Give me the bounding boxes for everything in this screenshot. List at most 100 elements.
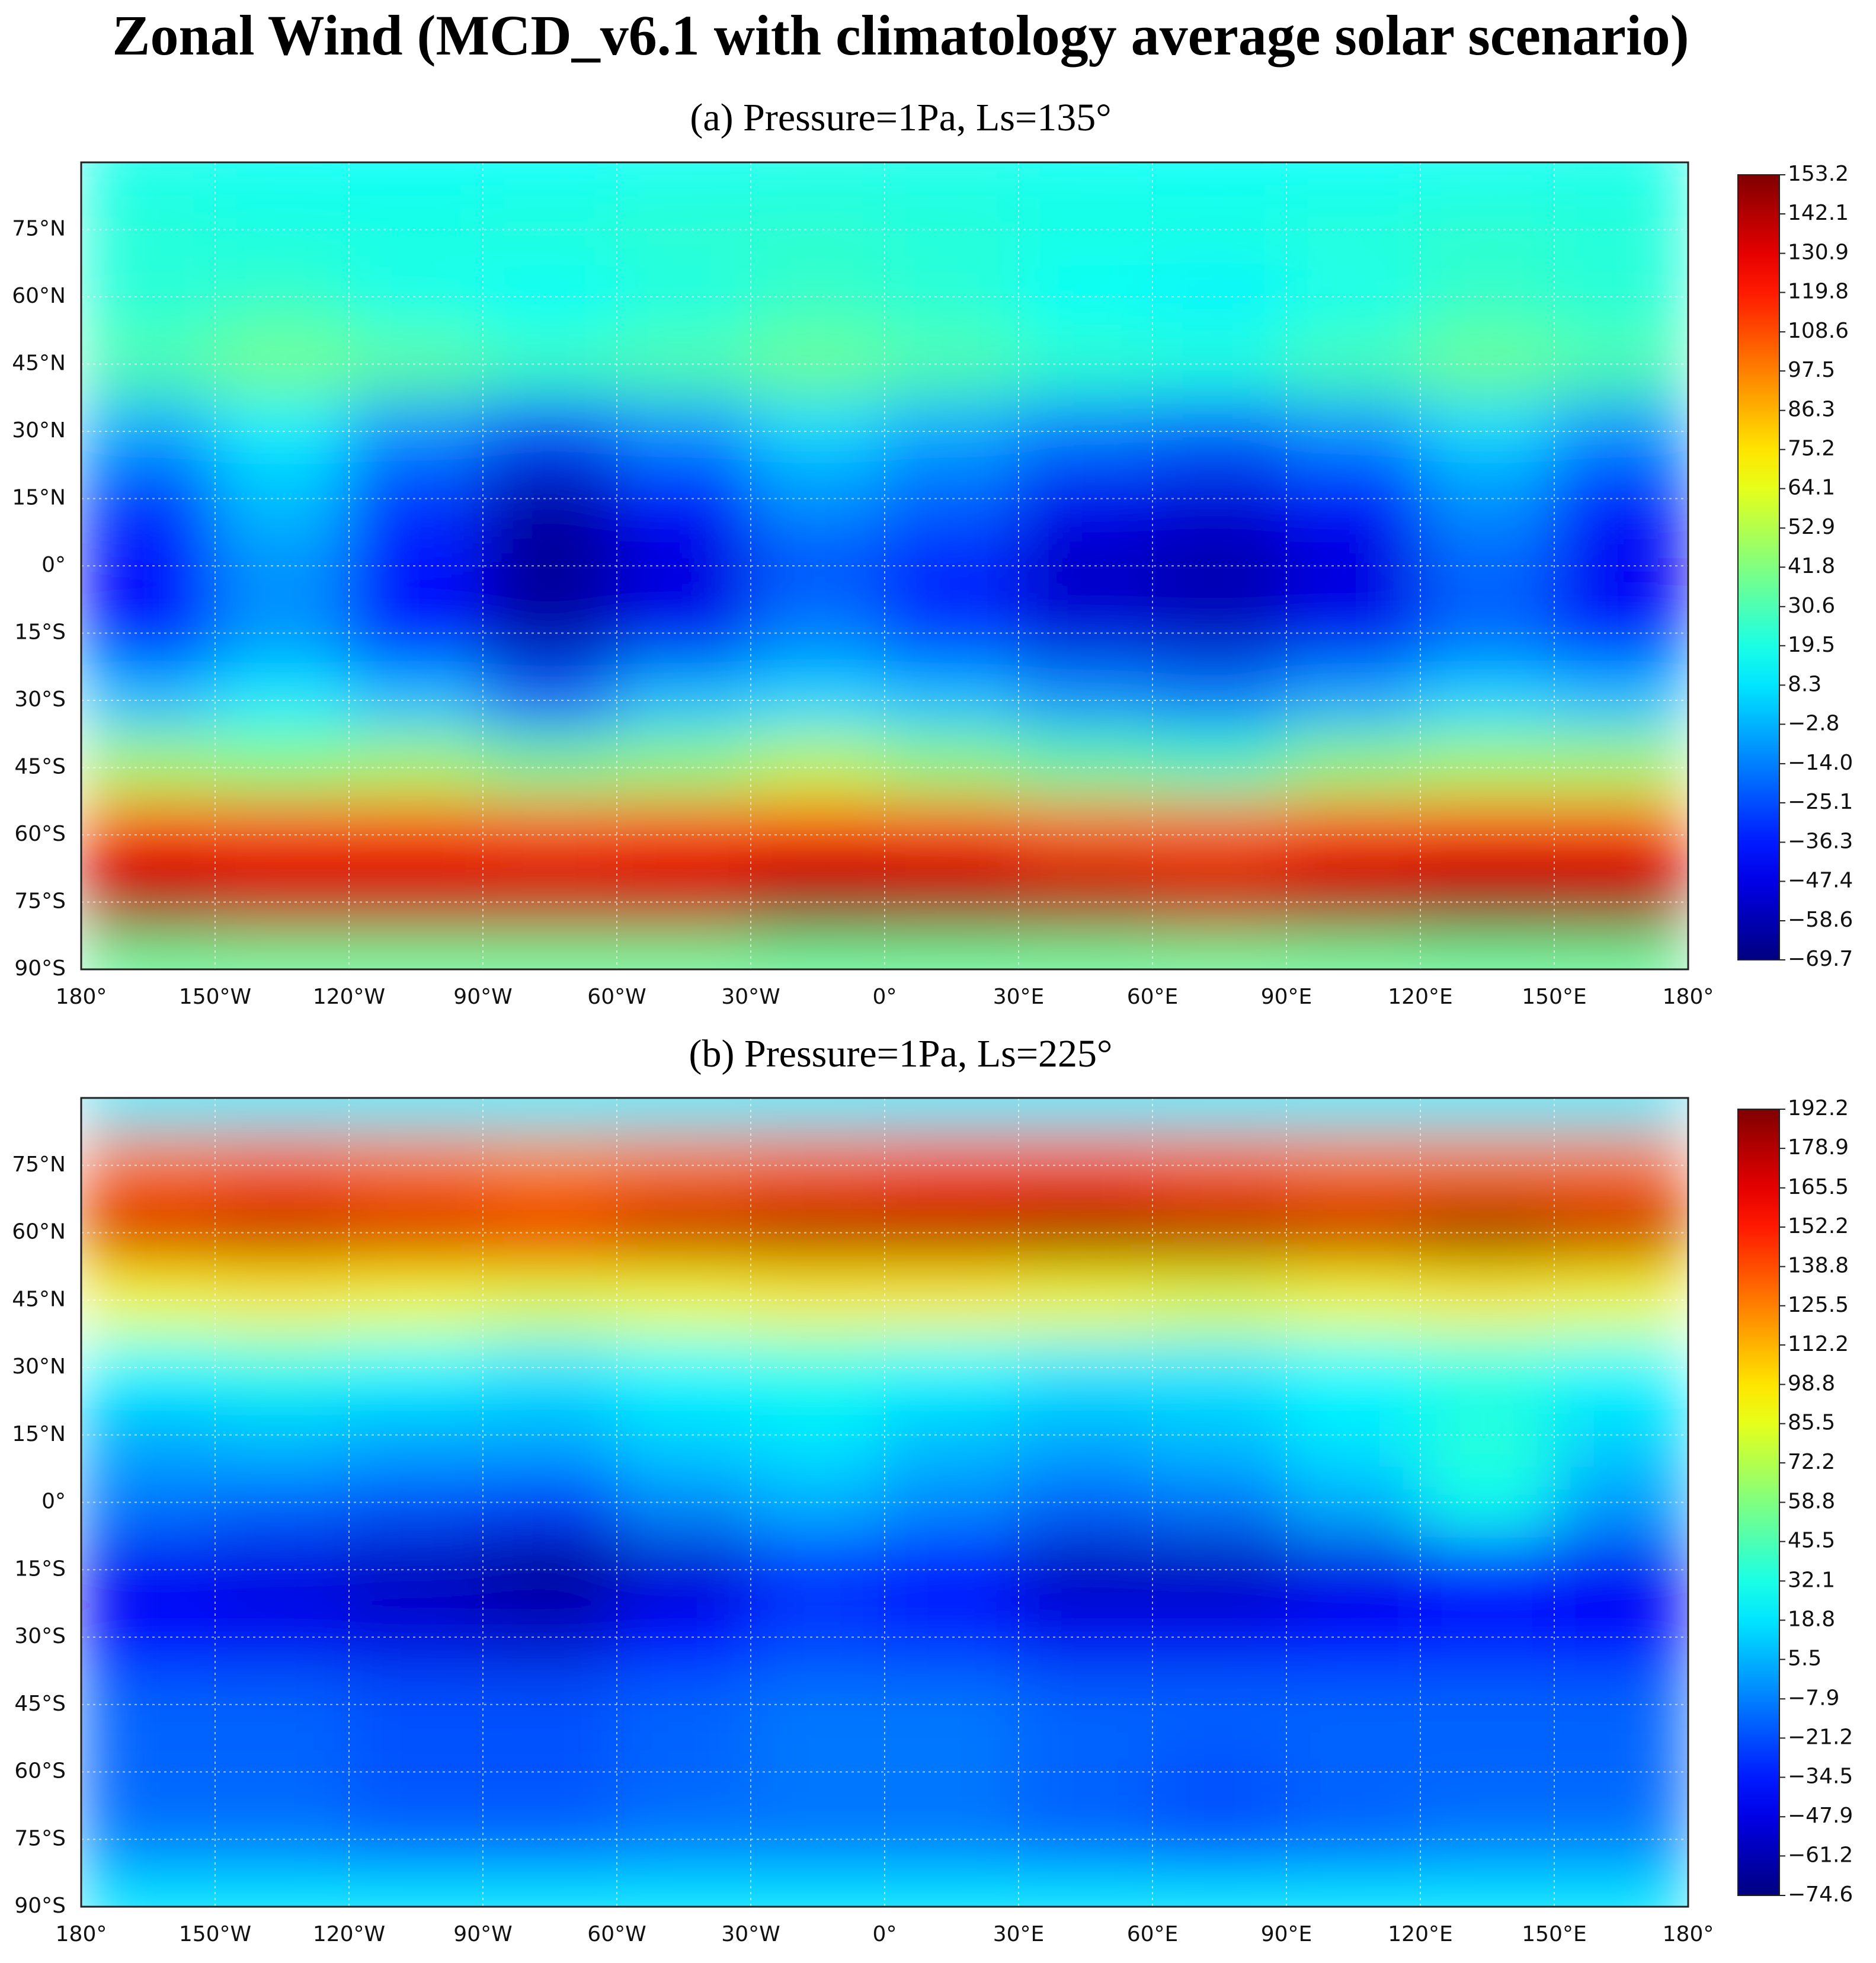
heatmap-cell: [1286, 1603, 1421, 1671]
heatmap-cell: [1018, 531, 1153, 600]
heatmap-cell: [215, 262, 350, 331]
heatmap-cell: [616, 1333, 751, 1402]
heatmap-cell: [884, 867, 1019, 937]
heatmap-cell: [1286, 531, 1421, 600]
heatmap-cell: [616, 935, 751, 969]
y-tick-label: 60°N: [12, 284, 66, 308]
heatmap-cell: [1286, 1266, 1421, 1335]
colorbar-tick-label: 138.8: [1788, 1254, 1849, 1278]
colorbar-tick-label: −58.6: [1788, 908, 1853, 932]
heatmap-cell: [1018, 733, 1153, 802]
heatmap-cell: [1018, 666, 1153, 735]
x-tick-label: 120°W: [313, 1922, 385, 1946]
heatmap-cell: [1286, 666, 1421, 735]
colorbar-tick-label: 153.2: [1788, 162, 1849, 186]
heatmap-cell: [1286, 1737, 1421, 1807]
heatmap-cell: [1286, 1535, 1421, 1605]
colorbar-tick-label: 64.1: [1788, 476, 1835, 500]
x-tick-label: 180°: [1663, 1922, 1714, 1946]
colorbar-tick-label: −21.2: [1788, 1725, 1853, 1749]
colorbar-tick-label: 5.5: [1788, 1647, 1821, 1671]
heatmap-cell: [215, 1603, 350, 1671]
heatmap-cell: [616, 1098, 751, 1132]
heatmap-cell: [616, 1737, 751, 1807]
heatmap-cell: [1018, 1400, 1153, 1469]
heatmap-cell: [1286, 598, 1421, 668]
subplot-title: (a) Pressure=1Pa, Ls=135°: [690, 96, 1111, 139]
heatmap-cell: [1554, 1872, 1688, 1907]
heatmap-cell: [1554, 800, 1688, 869]
heatmap-cell: [215, 1400, 350, 1469]
heatmap-cell: [1018, 598, 1153, 668]
colorbar-tick-label: −25.1: [1788, 790, 1853, 814]
heatmap-cell: [1286, 464, 1421, 533]
y-tick-label: 30°S: [14, 1624, 66, 1648]
heatmap-cell: [215, 162, 350, 197]
heatmap-cell: [1554, 867, 1688, 937]
colorbar-tick-label: 75.2: [1788, 437, 1835, 461]
colorbar-tick-label: 192.2: [1788, 1096, 1849, 1120]
colorbar-tick-label: 86.3: [1788, 398, 1835, 422]
heatmap-cell: [1420, 162, 1555, 197]
heatmap-cell: [215, 1333, 350, 1402]
heatmap-cell: [348, 1131, 484, 1200]
heatmap-cell: [348, 531, 484, 600]
heatmap-cell: [81, 1098, 216, 1132]
heatmap-cell: [1286, 397, 1421, 466]
heatmap-cell: [616, 464, 751, 533]
y-tick-label: 60°S: [14, 822, 66, 846]
heatmap-cell: [616, 195, 751, 264]
heatmap-cell: [215, 935, 350, 969]
heatmap-cell: [1420, 1098, 1555, 1132]
heatmap-cell: [1286, 1131, 1421, 1200]
heatmap-cell: [1554, 464, 1688, 533]
heatmap-cell: [348, 800, 484, 869]
x-tick-label: 60°W: [587, 985, 646, 1009]
heatmap-cell: [1420, 1872, 1555, 1907]
heatmap-cell: [1554, 935, 1688, 969]
heatmap-cell: [1018, 1737, 1153, 1807]
y-tick-label: 15°S: [14, 620, 66, 645]
heatmap-cell: [215, 1805, 350, 1874]
heatmap-cells: [81, 162, 1688, 969]
heatmap-cell: [215, 195, 350, 264]
heatmap-cell: [884, 464, 1019, 533]
colorbar-tick-label: −36.3: [1788, 829, 1853, 853]
heatmap-cell: [1018, 195, 1153, 264]
heatmap-cell: [616, 262, 751, 331]
heatmap-cell: [1554, 1266, 1688, 1335]
heatmap-cell: [1286, 195, 1421, 264]
colorbar-tick-label: 32.1: [1788, 1568, 1835, 1592]
heatmap-cell: [1554, 1131, 1688, 1200]
subplot-title: (b) Pressure=1Pa, Ls=225°: [689, 1032, 1113, 1075]
heatmap-cell: [348, 666, 484, 735]
x-tick-label: 90°E: [1261, 985, 1312, 1009]
colorbar-tick-label: −14.0: [1788, 751, 1853, 775]
heatmap-cell: [215, 1468, 350, 1537]
y-tick-label: 75°N: [12, 1152, 66, 1177]
heatmap-cell: [215, 1872, 350, 1907]
colorbar-tick-label: 152.2: [1788, 1214, 1849, 1238]
heatmap-cell: [750, 935, 885, 969]
heatmap-cell: [616, 1131, 751, 1200]
heatmap-cell: [348, 1872, 484, 1907]
colorbar-tick-label: −34.5: [1788, 1765, 1853, 1789]
heatmap-cell: [482, 1872, 617, 1907]
heatmap-cell: [1554, 162, 1688, 197]
heatmap-cell: [616, 1400, 751, 1469]
heatmap-cell: [1554, 598, 1688, 668]
heatmap-cell: [1018, 1670, 1153, 1739]
heatmap-cell: [1286, 1670, 1421, 1739]
heatmap-cell: [1018, 1468, 1153, 1537]
colorbar-tick-label: 98.8: [1788, 1372, 1835, 1396]
heatmap-cell: [348, 1098, 484, 1132]
heatmap-cell: [884, 733, 1019, 802]
heatmap-cell: [215, 531, 350, 600]
heatmap-cell: [884, 1670, 1019, 1739]
heatmap-cell: [884, 1805, 1019, 1874]
heatmap-cell: [616, 598, 751, 668]
colorbar-tick-label: 18.8: [1788, 1607, 1835, 1631]
heatmap-cell: [750, 162, 885, 197]
heatmap-cell: [1554, 1805, 1688, 1874]
